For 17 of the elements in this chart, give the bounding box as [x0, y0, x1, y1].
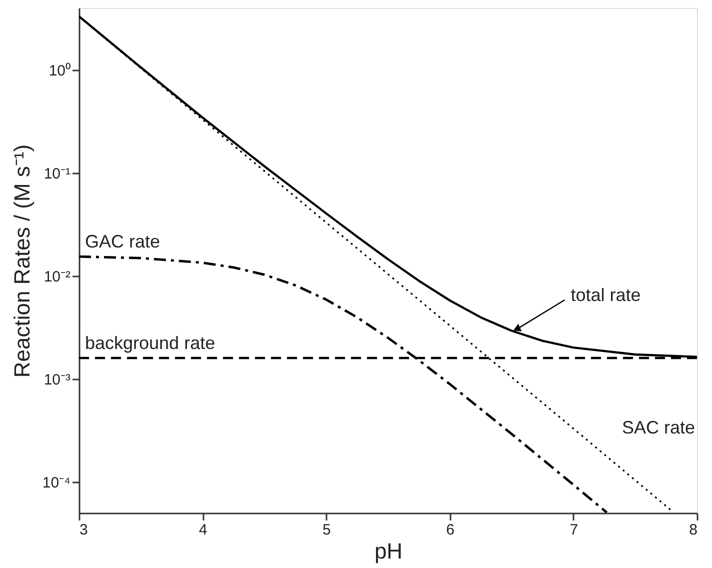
x-tick-label: 7: [570, 522, 578, 538]
series-label: SAC rate: [622, 418, 695, 438]
y-tick-label: 10⁻¹: [44, 166, 70, 183]
series-label: GAC rate: [85, 232, 160, 252]
y-tick-label: 10⁰: [48, 62, 70, 80]
x-tick-label: 6: [446, 522, 454, 538]
series-label: background rate: [85, 332, 216, 353]
x-tick-label: 8: [689, 522, 698, 538]
y-tick-label: 10⁻²: [44, 268, 70, 286]
y-tick-label: 10⁻³: [44, 372, 70, 388]
text: total rate: [570, 284, 641, 305]
x-tick-label: 4: [198, 522, 208, 538]
y-axis-title: Reaction Rates / (M s⁻¹): [9, 144, 34, 378]
x-axis-title: pH: [374, 538, 403, 564]
x-tick-label: 3: [80, 522, 88, 538]
y-tick-label: 10⁻⁴: [42, 474, 70, 492]
x-tick-label: 5: [322, 522, 331, 538]
